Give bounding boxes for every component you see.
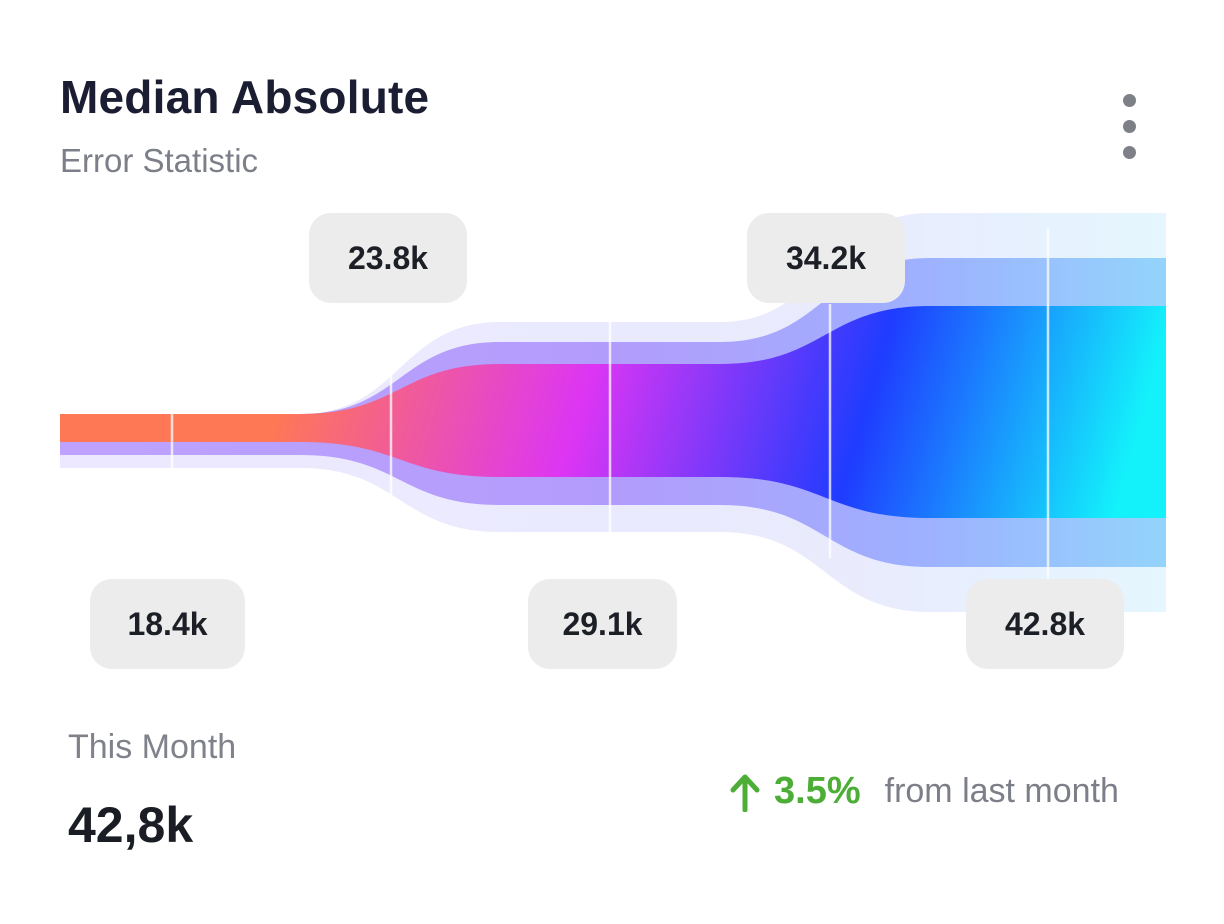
card-title: Median Absolute (60, 71, 430, 123)
trend-text: from last month (884, 772, 1119, 810)
arrow-up-icon (730, 774, 760, 812)
summary-label: This Month (68, 728, 237, 766)
value-label-1: 18.4k (90, 579, 245, 669)
value-label-3: 29.1k (528, 579, 677, 669)
funnel-bands (60, 213, 1166, 612)
segment-dividers (170, 228, 1050, 580)
funnel-band-main (60, 306, 1166, 518)
trend-percent: 3.5% (774, 770, 861, 812)
more-vertical-icon[interactable] (1112, 94, 1148, 160)
value-label-2: 23.8k (309, 213, 467, 303)
value-label-4: 34.2k (747, 213, 905, 303)
summary-value: 42,8k (68, 797, 194, 853)
trend-block: 3.5% from last month (728, 770, 1119, 813)
card-subtitle: Error Statistic (60, 142, 259, 179)
value-label-5: 42.8k (966, 579, 1124, 669)
